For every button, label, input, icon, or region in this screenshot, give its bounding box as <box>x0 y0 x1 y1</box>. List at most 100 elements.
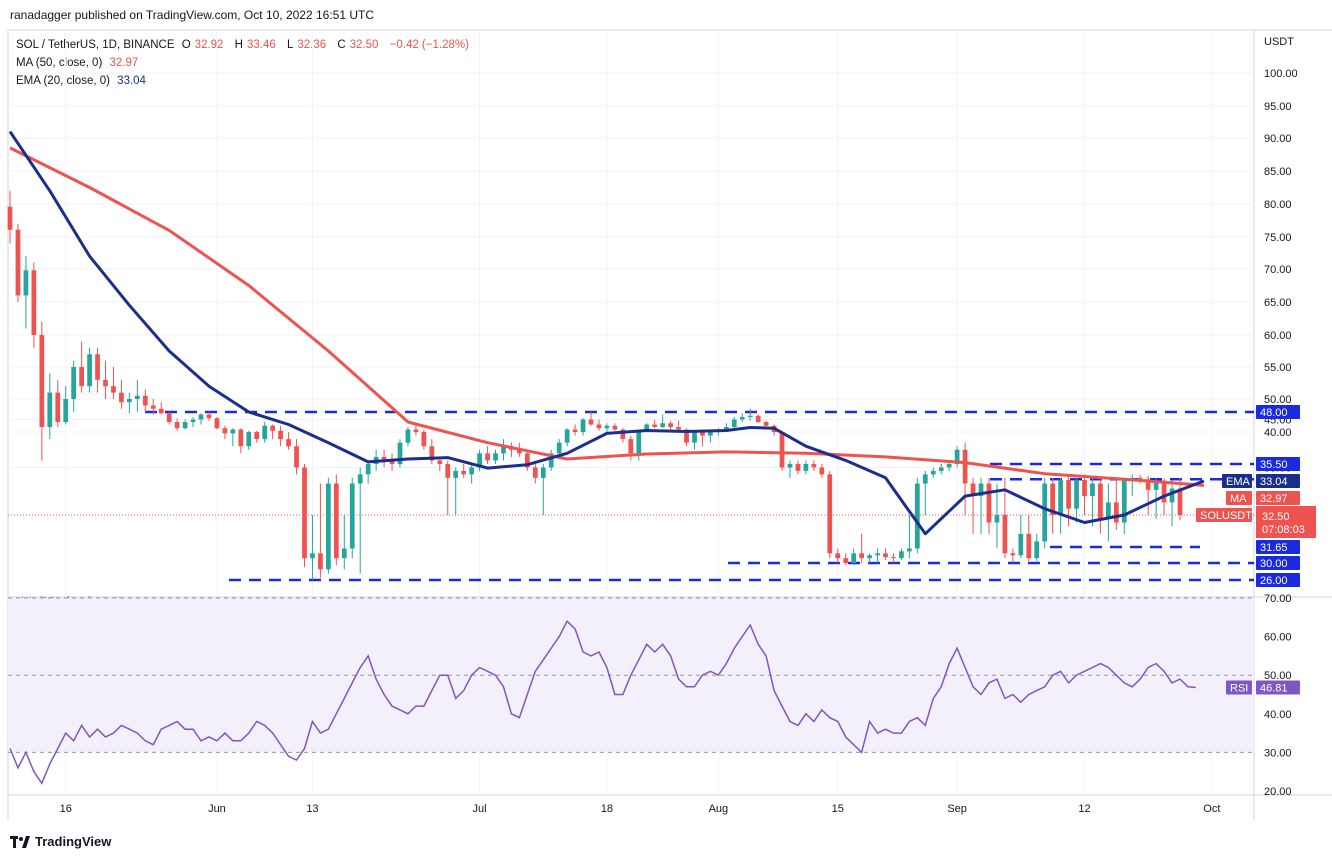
candle-body <box>286 439 291 447</box>
high-value: H 33.46 <box>235 39 280 51</box>
rsi-tick-label: 20.00 <box>1264 786 1292 798</box>
candle-body <box>111 386 116 393</box>
price-tick-label: 60.00 <box>1264 330 1292 342</box>
candle-body <box>636 430 642 454</box>
candle-body <box>914 483 920 549</box>
candle-body <box>1066 479 1071 509</box>
candle-body <box>1082 479 1087 497</box>
candle-body <box>469 467 475 475</box>
price-tick-label: 50.00 <box>1264 394 1292 406</box>
price-tick-label: 95.00 <box>1264 101 1292 113</box>
rsi-tick-label: 50.00 <box>1264 670 1292 682</box>
candle-body <box>922 474 928 484</box>
candle-body <box>1002 515 1008 554</box>
candle-body <box>333 483 339 559</box>
candle-body <box>142 395 148 406</box>
close-number: 32.50 <box>349 39 379 51</box>
candle-body <box>1169 488 1175 503</box>
candle-body <box>1034 541 1040 559</box>
symbol-label[interactable]: SOL / TetherUS, 1D, BINANCE <box>16 39 175 51</box>
candle-body <box>540 467 546 478</box>
candle-body <box>994 515 1000 523</box>
ma-label[interactable]: MA (50, close, 0) <box>16 57 103 69</box>
candle-body <box>1050 483 1056 515</box>
candle-body <box>63 399 69 422</box>
ma-name-tag-bg <box>1226 491 1252 505</box>
candle-body <box>795 464 801 471</box>
candle-body <box>652 424 658 427</box>
tradingview-logo[interactable]: TradingView <box>10 834 111 849</box>
candle-body <box>1010 553 1016 556</box>
low-number: 32.36 <box>297 39 327 51</box>
candle-body <box>381 456 387 461</box>
candle-body <box>763 422 769 426</box>
last-price-value: 32.50 <box>1262 511 1290 523</box>
date-tick-label: Jul <box>473 803 487 815</box>
candle-body <box>1058 479 1063 515</box>
price-tags: 48.00 35.50 31.65 30.00 26.00 EMA 33.04 MA 32.97… <box>1196 405 1316 695</box>
candle-body <box>739 417 745 420</box>
price-tick-label: 55.00 <box>1264 362 1292 374</box>
candle-body <box>79 367 85 387</box>
ma-row: MA (50, close, 0) 32.97 <box>16 54 473 72</box>
candle-body <box>1137 477 1143 480</box>
candle-body <box>1026 533 1032 559</box>
rsi-name-tag: RSI <box>1230 683 1248 695</box>
candle-body <box>1098 483 1103 519</box>
candle-body <box>867 555 872 559</box>
candle-body <box>270 425 276 431</box>
candle-body <box>1113 502 1119 523</box>
price-tick-label: 75.00 <box>1264 232 1292 244</box>
ma-value-tag: 32.97 <box>1260 493 1288 505</box>
moving-averages <box>8 130 1205 536</box>
candle-body <box>294 446 299 468</box>
candle-body <box>262 425 268 440</box>
candle-body <box>692 432 697 443</box>
candle-body <box>31 270 37 335</box>
rsi-tick-label: 40.00 <box>1264 709 1292 721</box>
level-tag-30: 30.00 <box>1260 558 1288 570</box>
close-value: C 32.50 <box>337 39 382 51</box>
candle-body <box>668 423 673 427</box>
bar-countdown: 07:08:03 <box>1262 524 1305 536</box>
candle-body <box>747 415 753 417</box>
candle-body <box>357 474 363 484</box>
candle-body <box>930 470 936 475</box>
candle-body <box>1105 502 1111 519</box>
rsi-pane <box>8 597 1254 785</box>
candle-body <box>588 419 594 425</box>
price-tick-label: 100.00 <box>1264 68 1298 80</box>
candle-body <box>564 429 570 443</box>
ema-label[interactable]: EMA (20, close, 0) <box>16 75 110 87</box>
candle-body <box>7 206 13 230</box>
candlesticks <box>7 190 1183 580</box>
price-tick-label: 65.00 <box>1264 297 1292 309</box>
candle-body <box>907 548 912 552</box>
candle-body <box>87 354 92 387</box>
candle-body <box>278 430 283 440</box>
candle-body <box>1153 480 1159 490</box>
candle-body <box>843 558 849 563</box>
candle-body <box>15 229 21 296</box>
tradingview-icon <box>10 835 30 848</box>
candle-body <box>39 335 45 427</box>
date-tick-label: 12 <box>1078 803 1090 815</box>
date-tick-label: Jun <box>208 803 226 815</box>
candle-body <box>134 395 140 399</box>
ema-value-tag: 33.04 <box>1260 476 1288 488</box>
high-number: 33.46 <box>246 39 276 51</box>
ma-name-tag: MA <box>1230 493 1247 505</box>
candle-body <box>166 413 172 422</box>
candle-body <box>310 553 315 559</box>
candle-body <box>946 464 952 468</box>
candle-body <box>158 408 164 414</box>
date-tick-label: Aug <box>709 803 729 815</box>
candle-body <box>819 467 825 475</box>
candle-body <box>859 553 865 559</box>
candle-body <box>389 460 395 464</box>
level-tag-26-bg <box>1256 573 1300 587</box>
candle-body <box>95 354 100 380</box>
ema-name-tag-bg <box>1222 474 1252 488</box>
symbol-name-tag: SOLUSDT <box>1200 510 1252 522</box>
